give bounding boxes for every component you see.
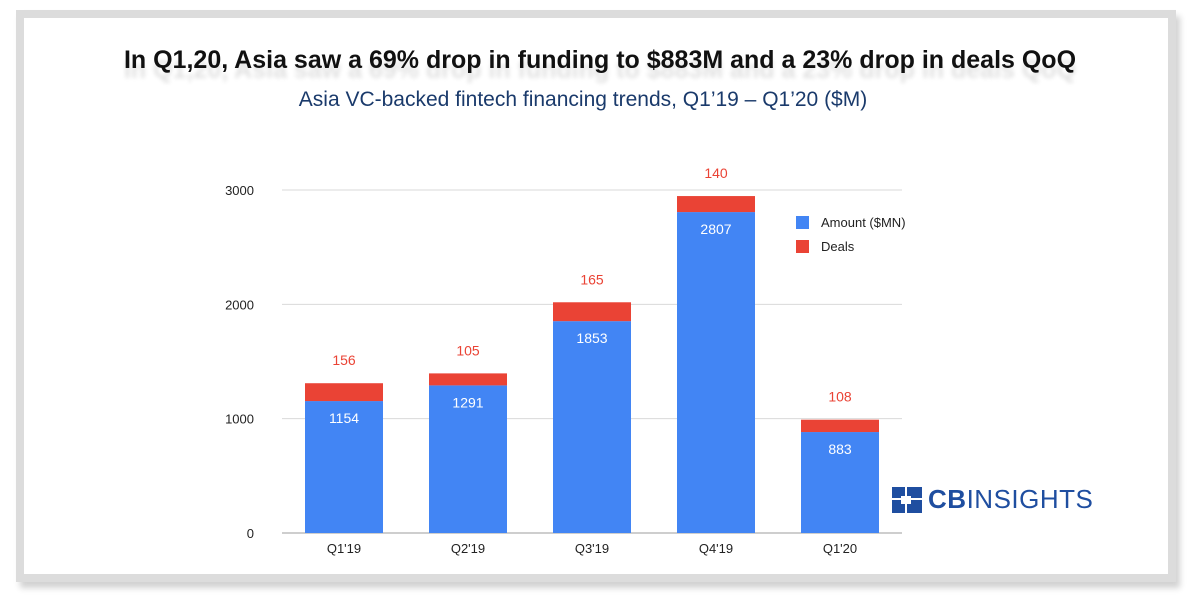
chart-subtitle: Asia VC-backed fintech financing trends,… — [298, 88, 868, 111]
legend-label: Amount ($MN) — [821, 215, 906, 230]
y-tick-label: 3000 — [225, 183, 254, 198]
chart-title: In Q1,20, Asia saw a 69% drop in funding… — [123, 46, 1077, 74]
data-label-deals: 140 — [704, 165, 728, 181]
data-label-deals: 105 — [456, 342, 480, 358]
bar-amount — [553, 321, 631, 533]
data-label-amount: 883 — [828, 441, 852, 457]
y-tick-label: 1000 — [225, 412, 254, 427]
bar-amount — [305, 401, 383, 533]
data-label-amount: 1853 — [576, 330, 607, 346]
bar-deals — [801, 419, 879, 433]
data-label-deals: 108 — [828, 389, 852, 405]
data-label-amount: 1154 — [329, 410, 359, 426]
cbinsights-logo: CBINSIGHTS — [892, 484, 1093, 515]
bar-amount — [801, 432, 879, 533]
y-tick-label: 0 — [247, 526, 254, 541]
bar-deals — [553, 302, 631, 322]
x-tick-label: Q1'20 — [823, 541, 857, 556]
x-tick-label: Q1'19 — [327, 541, 361, 556]
cbinsights-logo-icon — [892, 486, 922, 513]
data-label-amount: 1291 — [452, 394, 483, 410]
data-label-deals: 165 — [580, 271, 604, 287]
bar-deals — [429, 373, 507, 386]
legend-swatch — [796, 216, 809, 229]
bar-deals — [305, 383, 383, 402]
x-tick-label: Q2'19 — [451, 541, 485, 556]
legend-swatch — [796, 240, 809, 253]
x-tick-label: Q4'19 — [699, 541, 733, 556]
data-label-amount: 2807 — [700, 221, 731, 237]
bar-deals — [677, 196, 755, 213]
cbinsights-logo-text: CBINSIGHTS — [928, 484, 1094, 514]
legend-label: Deals — [821, 239, 855, 254]
x-tick-label: Q3'19 — [575, 541, 609, 556]
bar-amount — [429, 385, 507, 533]
y-tick-label: 2000 — [225, 297, 254, 312]
bar-amount — [677, 212, 755, 533]
data-label-deals: 156 — [332, 352, 356, 368]
